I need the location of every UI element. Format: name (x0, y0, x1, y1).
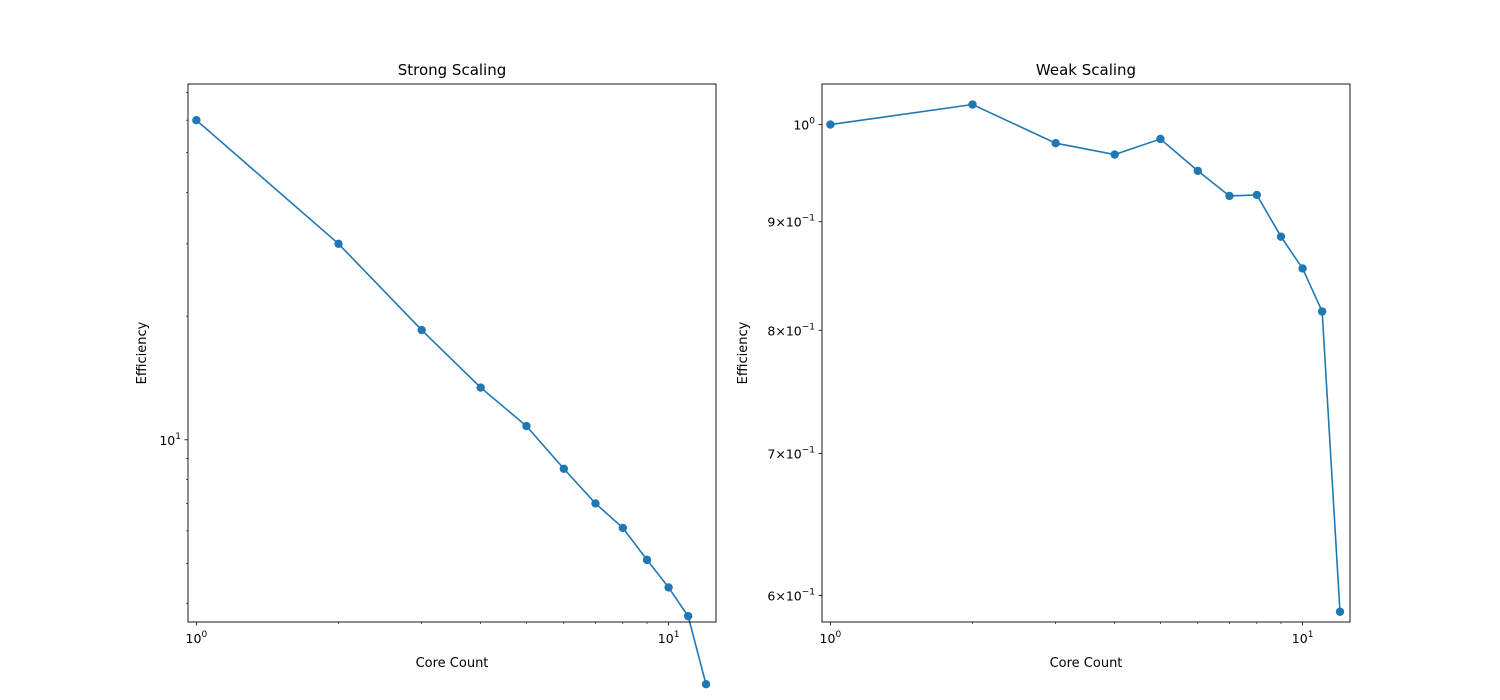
data-point (1110, 150, 1119, 159)
data-point (826, 120, 835, 129)
x-axis-label: Core Count (416, 656, 489, 671)
data-point (618, 523, 628, 533)
x-tick-label: 100 (820, 630, 842, 646)
x-axis-label: Core Count (1050, 656, 1123, 671)
data-point (1335, 607, 1345, 616)
data-point (417, 325, 426, 335)
chart-title: Weak Scaling (1036, 61, 1136, 79)
y-axis-label: Efficiency (135, 321, 150, 384)
data-point (1156, 134, 1165, 144)
y-tick-label: 9×10−1 (767, 214, 815, 230)
y-tick-label: 6×10−1 (767, 588, 815, 604)
chart-panel-1: Strong Scaling Core Count Efficiency 100 101… (135, 61, 717, 689)
axes-frame (187, 83, 717, 623)
data-point (559, 464, 569, 473)
data-point (683, 611, 693, 621)
series-line (830, 103, 1341, 612)
data-point (1317, 307, 1327, 316)
data-point (1276, 232, 1286, 241)
data-point (664, 583, 673, 592)
data-point (1193, 166, 1203, 176)
series-line (195, 119, 707, 685)
data-point (476, 383, 485, 392)
y-tick-label: 100 (793, 117, 815, 133)
data-point (1298, 264, 1307, 273)
y-tick-label: 7×10−1 (767, 445, 815, 461)
data-point (522, 421, 531, 431)
data-point (1225, 191, 1234, 201)
chart-title: Strong Scaling (398, 61, 507, 79)
minor-ticks (820, 221, 1282, 624)
axes-frame (821, 83, 1351, 623)
chart-panel-2: Weak Scaling Core Count Efficiency 100 101 10… (736, 61, 1351, 671)
data-point (591, 499, 600, 508)
data-point (334, 239, 343, 249)
data-point (968, 100, 977, 109)
data-point (701, 680, 711, 689)
y-tick-label: 8×10−1 (767, 322, 815, 338)
x-tick-label: 101 (658, 630, 680, 646)
y-tick-label: 101 (159, 432, 181, 448)
x-tick-label: 101 (1292, 630, 1314, 646)
data-point (642, 555, 652, 565)
data-point (1051, 139, 1060, 148)
minor-ticks (186, 92, 648, 624)
data-point (192, 115, 201, 125)
x-tick-label: 100 (186, 630, 208, 646)
y-axis-label: Efficiency (736, 321, 751, 384)
data-point (1252, 190, 1262, 200)
